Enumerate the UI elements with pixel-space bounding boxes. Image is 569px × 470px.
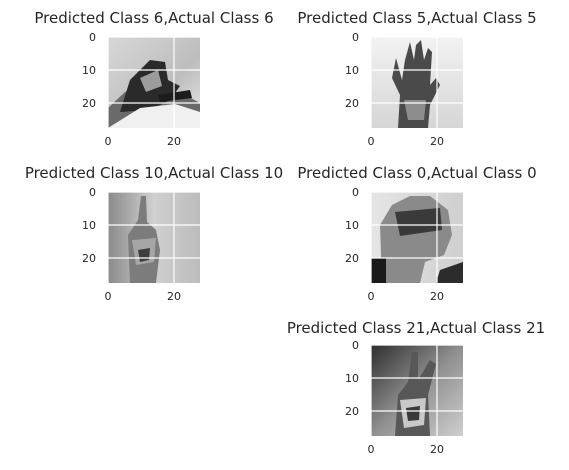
y-tick-label: 0 bbox=[89, 186, 96, 199]
y-tick-label: 20 bbox=[82, 252, 96, 265]
subplot-title: Predicted Class 21,Actual Class 21 bbox=[287, 319, 545, 337]
y-tick-label: 0 bbox=[352, 339, 359, 352]
x-tick-label: 20 bbox=[167, 290, 181, 303]
subplot-5: Predicted Class 21,Actual Class 21 0 10 … bbox=[287, 319, 545, 456]
subplot-1: Predicted Class 6,Actual Class 6 0 10 20… bbox=[34, 9, 273, 148]
x-tick-label: 0 bbox=[368, 135, 375, 148]
y-tick-label: 10 bbox=[82, 219, 96, 232]
hand-sign-21-image bbox=[371, 345, 463, 436]
x-tick-label: 0 bbox=[105, 290, 112, 303]
x-tick-label: 20 bbox=[167, 135, 181, 148]
subplot-4: Predicted Class 0,Actual Class 0 0 10 20… bbox=[297, 164, 536, 303]
x-tick-label: 20 bbox=[430, 443, 444, 456]
y-tick-label: 10 bbox=[345, 372, 359, 385]
y-tick-label: 20 bbox=[345, 405, 359, 418]
hand-sign-6-image bbox=[108, 37, 200, 128]
subplot-title: Predicted Class 10,Actual Class 10 bbox=[25, 164, 283, 182]
x-tick-label: 20 bbox=[430, 290, 444, 303]
subplot-3: Predicted Class 10,Actual Class 10 0 10 … bbox=[25, 164, 283, 303]
y-tick-label: 10 bbox=[82, 64, 96, 77]
subplot-title: Predicted Class 5,Actual Class 5 bbox=[297, 9, 536, 27]
y-tick-label: 20 bbox=[345, 97, 359, 110]
hand-sign-10-image bbox=[108, 192, 200, 283]
y-tick-label: 0 bbox=[352, 31, 359, 44]
subplot-2: Predicted Class 5,Actual Class 5 0 10 20… bbox=[297, 9, 536, 148]
y-tick-label: 10 bbox=[345, 219, 359, 232]
hand-sign-0-image bbox=[371, 192, 463, 283]
y-tick-label: 20 bbox=[345, 252, 359, 265]
subplot-title: Predicted Class 0,Actual Class 0 bbox=[297, 164, 536, 182]
x-tick-label: 20 bbox=[430, 135, 444, 148]
y-tick-label: 0 bbox=[89, 31, 96, 44]
x-tick-label: 0 bbox=[105, 135, 112, 148]
y-tick-label: 0 bbox=[352, 186, 359, 199]
x-tick-label: 0 bbox=[368, 290, 375, 303]
y-tick-label: 10 bbox=[345, 64, 359, 77]
x-tick-label: 0 bbox=[368, 443, 375, 456]
hand-sign-5-image bbox=[371, 37, 463, 128]
y-tick-label: 20 bbox=[82, 97, 96, 110]
subplot-title: Predicted Class 6,Actual Class 6 bbox=[34, 9, 273, 27]
